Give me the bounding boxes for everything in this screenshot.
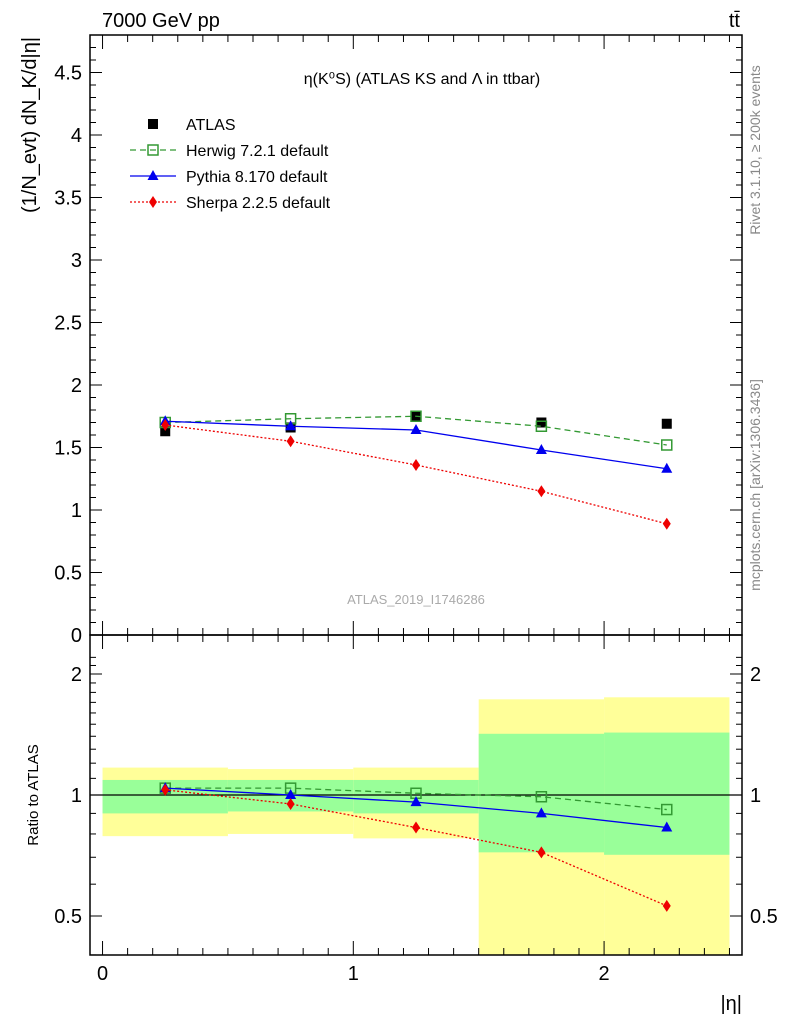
legend-label: Herwig 7.2.1 default [186,143,329,160]
axes: 0 0.5 1 1.5 2 2.5 3 3.5 4 4.5 0 1 2 0.5 0.5 1 1 2 2 [54,34,778,985]
energy-label: 7000 GeV pp [102,10,220,32]
data-point [410,410,422,422]
ratio-data-point [410,796,422,807]
ratio-data-point [285,789,297,799]
main-y-tick-label: 4.5 [54,63,82,85]
data-point [286,435,295,448]
legend-marker [148,119,158,129]
data-point [662,517,671,530]
ratio-data-point [535,807,547,818]
chart-title: η(K⁰S) (ATLAS KS and Λ in ttbar) [304,71,540,88]
legend: ATLAS Herwig 7.2.1 default Pythia 8.170 de… [130,117,331,212]
main-y-tick-label: 4 [71,125,82,147]
series-line [165,424,667,525]
legend-label: ATLAS [186,117,236,134]
legend-marker [147,144,159,156]
x-tick-label: 0 [97,963,108,985]
ratio-series-line [165,787,667,811]
main-y-tick-label: 1 [71,500,82,522]
x-tick-label: 1 [348,963,359,985]
x-axis-label: |η| [720,993,742,1015]
legend-label: Sherpa 2.2.5 default [186,195,331,212]
ratio-data-point [535,791,548,803]
data-point [661,439,673,451]
data-point [535,420,548,432]
data-point [535,444,547,454]
ratio-data-point [161,783,170,796]
ratio-series-group [159,782,673,912]
data-point [160,426,171,437]
main-y-tick-label: 1.5 [54,438,82,460]
x-tick-label: 2 [599,963,610,985]
ratio-y-tick-label-right: 0.5 [750,906,778,928]
ratio-data-point [661,821,673,832]
data-point [161,419,170,431]
ratio-y-tick-label: 1 [71,785,82,807]
ratio-y-tick-label: 2 [71,664,82,686]
main-y-tick-label: 3 [71,250,82,272]
ratio-y-tick-label: 0.5 [54,906,82,928]
data-point [536,417,547,428]
main-y-tick-label: 3.5 [54,188,82,210]
main-ylabel: (1/N_evt) dN_K/d|η| [19,37,41,213]
data-point [285,420,297,431]
legend-marker [147,170,159,180]
ratio-data-point [286,797,295,810]
process-label: tt̄ [729,10,741,32]
legend-label: Pythia 8.170 default [186,169,328,186]
data-point [412,459,420,471]
stat-uncertainty-band-3 [478,733,605,853]
ratio-y-tick-label-right: 2 [750,664,761,686]
main-y-tick-label: 0.5 [54,563,82,585]
main-y-tick-label: 2 [71,375,82,397]
data-point [410,424,422,434]
data-point [537,485,546,498]
watermark-label: ATLAS_2019_I1746286 [347,592,485,607]
series-line [165,415,667,446]
ratio-y-tick-label-right: 1 [750,785,761,807]
data-point [661,418,672,429]
main-y-tick-label: 0 [71,625,82,647]
legend-marker [149,196,157,208]
rivet-label: Rivet 3.1.10, ≥ 200k events [747,65,763,235]
ratio-ylabel: Ratio to ATLAS [25,744,42,845]
main-series-group [159,410,673,530]
mcplots-label: mcplots.cern.ch [arXiv:1306.3436] [747,379,763,591]
ratio-data-point [662,899,671,912]
data-point [661,462,673,473]
ratio-data-point [412,821,420,834]
ratio-data-point [537,846,546,859]
ratio-data-point [661,803,673,816]
main-y-tick-label: 2.5 [54,313,82,335]
stat-uncertainty-band-4 [604,732,730,855]
